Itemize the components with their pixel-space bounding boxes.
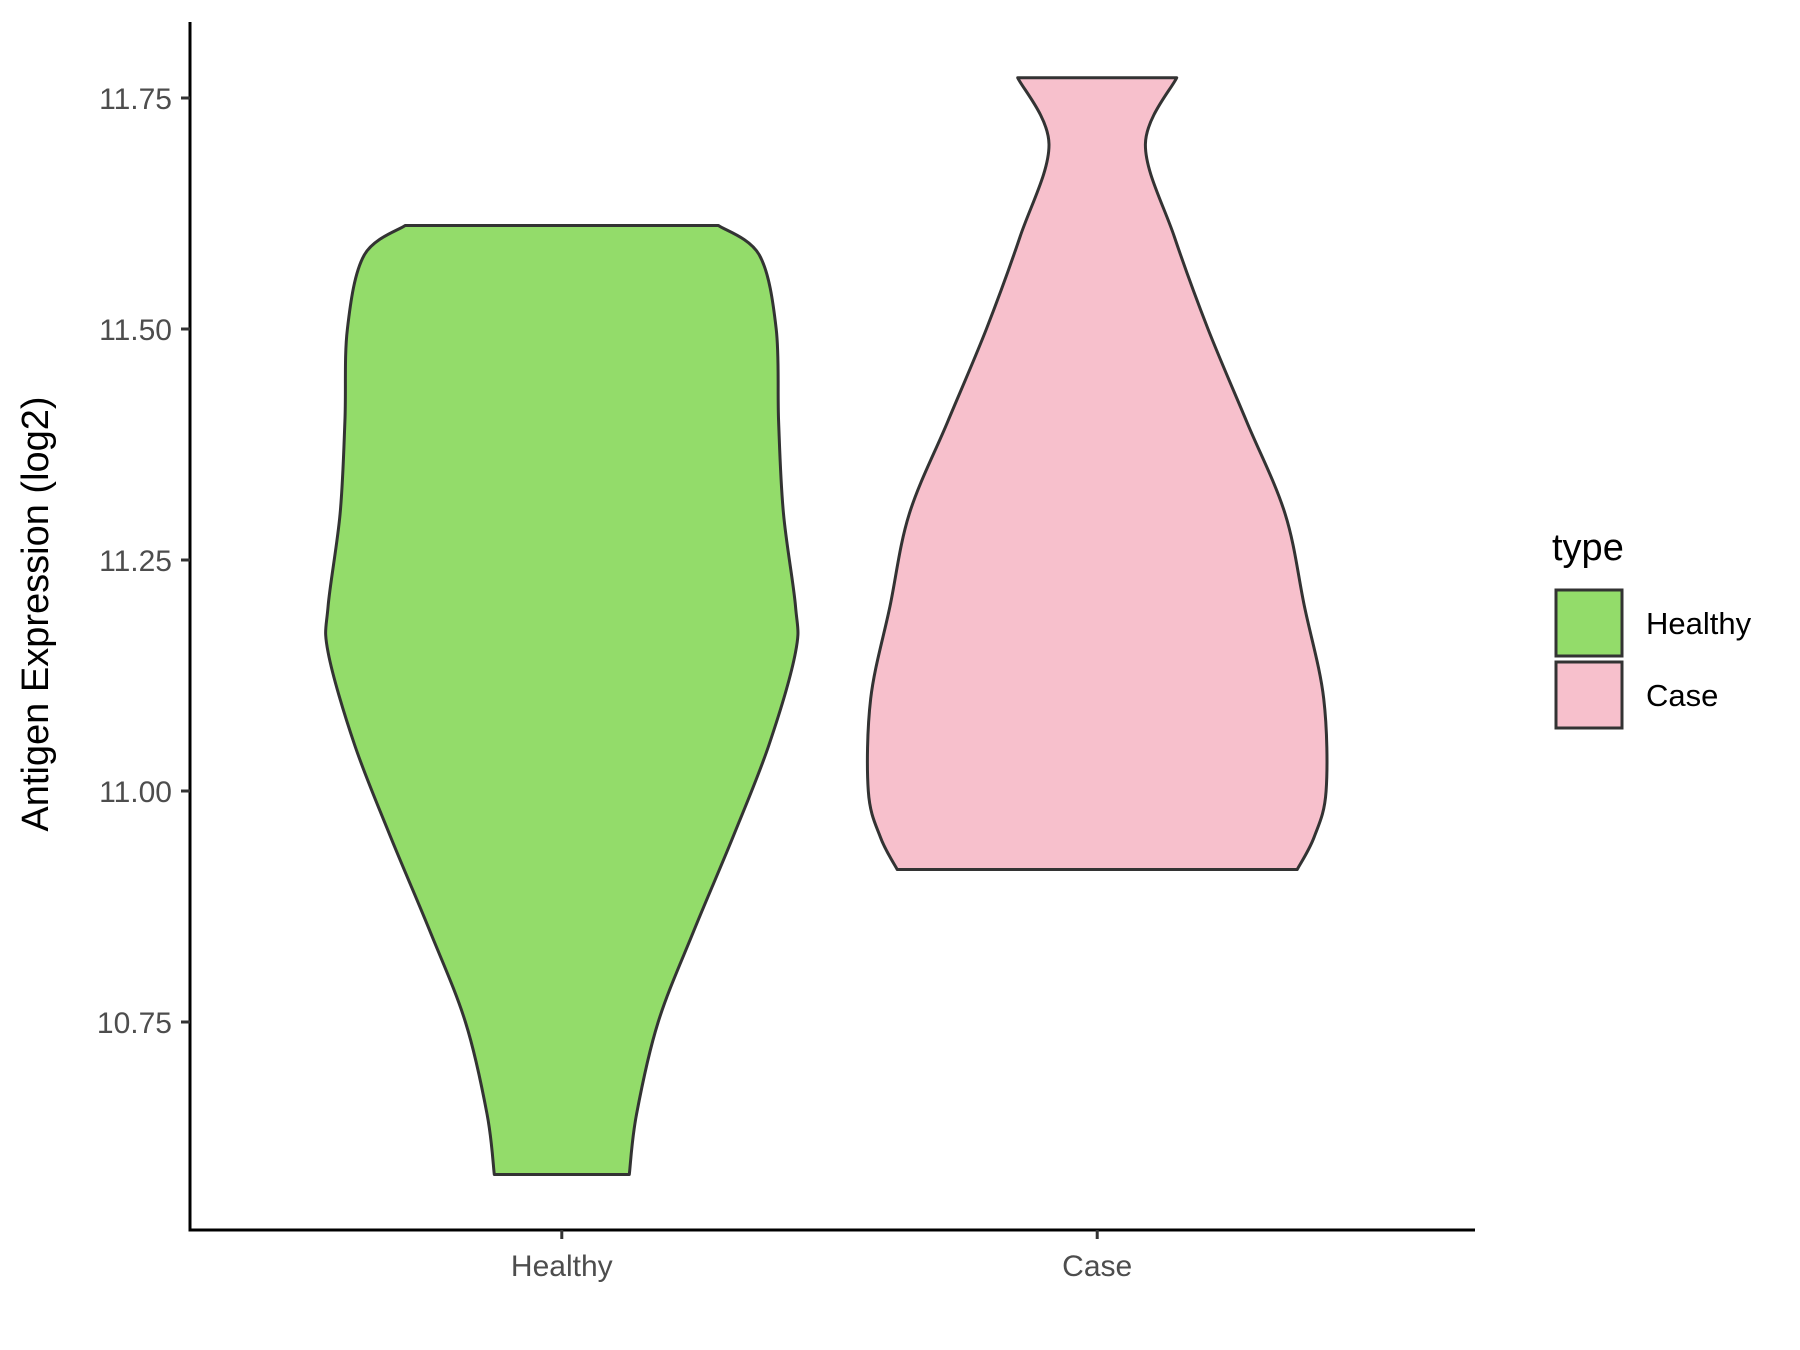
y-tick-label: 10.75	[97, 1007, 172, 1040]
x-tick-label: Healthy	[511, 1250, 613, 1283]
y-tick-label: 11.50	[99, 314, 172, 347]
legend-key-healthy	[1554, 588, 1624, 658]
y-tick-label: 11.25	[99, 545, 172, 578]
legend-key-case	[1554, 660, 1624, 730]
violins-layer	[324, 76, 1329, 1176]
legend-label: Healthy	[1646, 606, 1752, 641]
legend-label: Case	[1646, 678, 1718, 713]
legend-title: type	[1552, 527, 1624, 569]
y-axis-ticks: 10.75 11.00 11.25 11.50 11.75	[97, 83, 190, 1040]
y-axis-title: Antigen Expression (log2)	[15, 396, 57, 831]
x-tick-label: Case	[1062, 1250, 1132, 1283]
violin-healthy	[324, 224, 800, 1176]
x-axis-ticks: Healthy Case	[511, 1230, 1132, 1283]
violin-case	[865, 76, 1329, 871]
y-tick-label: 11.00	[99, 776, 172, 809]
y-tick-label: 11.75	[99, 83, 172, 116]
legend: type Healthy Case	[1552, 527, 1752, 730]
legend-entries: Healthy Case	[1554, 588, 1752, 730]
